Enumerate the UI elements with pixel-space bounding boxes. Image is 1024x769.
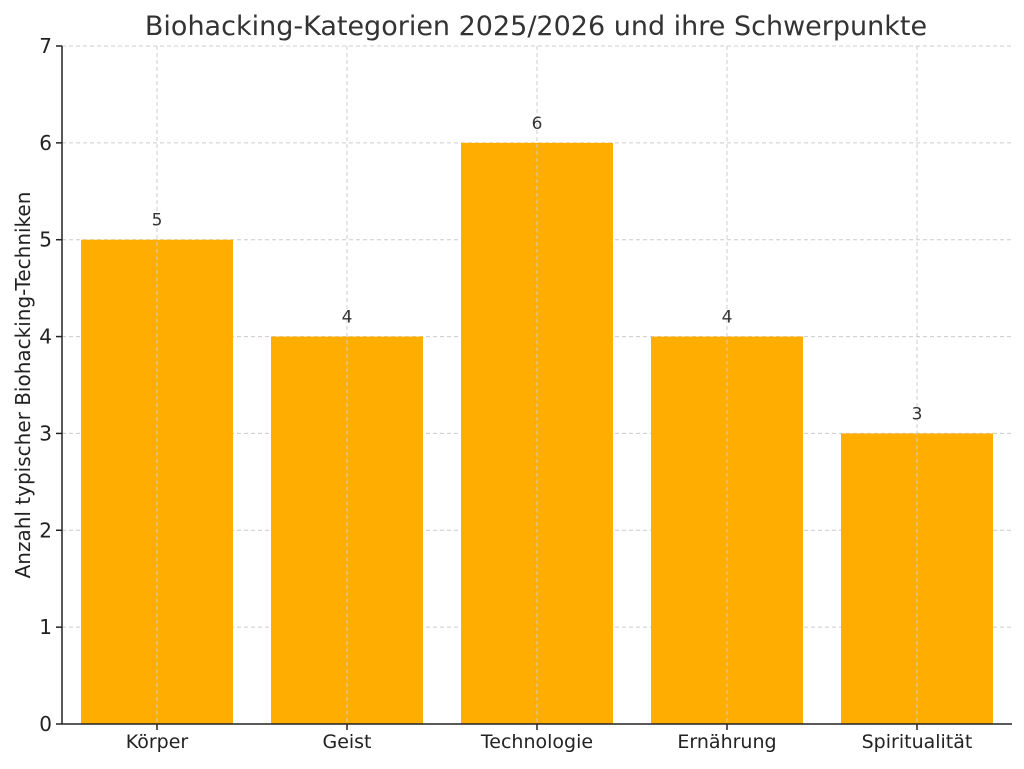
- data-label: 4: [342, 308, 353, 328]
- y-tick-label: 7: [39, 34, 52, 58]
- data-label: 5: [152, 211, 163, 231]
- chart-title: Biohacking-Kategorien 2025/2026 und ihre…: [145, 11, 927, 42]
- y-tick-label: 4: [39, 325, 52, 349]
- x-tick-label: Technologie: [480, 731, 593, 753]
- axes: 0 1 2 3 4 5 6 7 Körper Geist Technologie Ernährung S…: [39, 34, 1012, 753]
- y-tick-label: 1: [39, 615, 52, 639]
- y-axis-label: Anzahl typischer Biohacking-Techniken: [11, 192, 35, 579]
- data-label: 3: [912, 404, 923, 424]
- y-tick-label: 5: [39, 228, 52, 252]
- x-tick-label: Ernährung: [677, 731, 776, 753]
- data-label: 4: [722, 308, 733, 328]
- data-labels: 5 4 6 4 3: [152, 114, 923, 425]
- data-label: 6: [532, 114, 543, 134]
- x-tick-label: Spiritualität: [862, 731, 973, 753]
- y-tick-label: 2: [39, 518, 52, 542]
- x-tick-label: Geist: [322, 731, 371, 753]
- x-tick-label: Körper: [126, 731, 189, 753]
- y-tick-label: 0: [39, 712, 52, 736]
- y-tick-label: 6: [39, 131, 52, 155]
- y-tick-label: 3: [39, 421, 52, 445]
